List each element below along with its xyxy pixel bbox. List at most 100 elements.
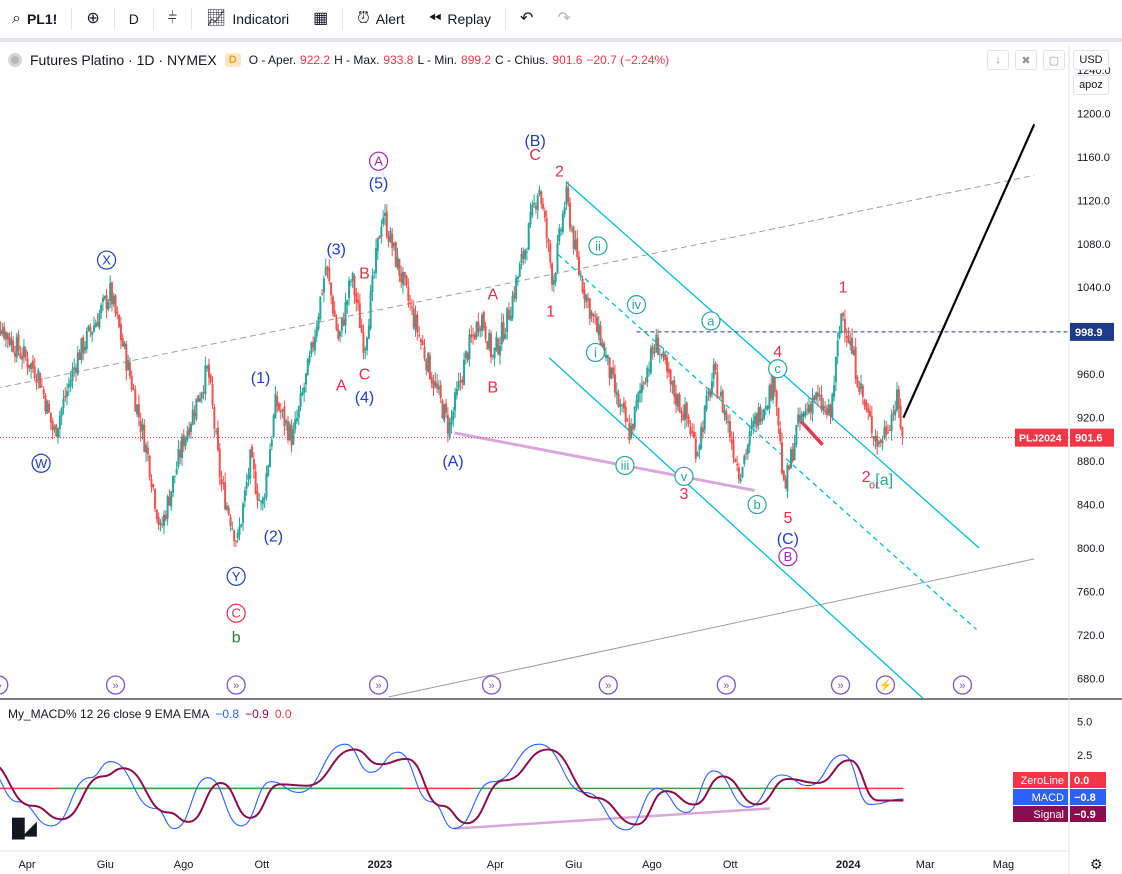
indicators-button[interactable]: 📈︎ Indicatori (194, 0, 301, 38)
candle-body (145, 445, 148, 453)
candle-body (428, 355, 431, 380)
macd-divergence-line (454, 807, 771, 830)
macd-tick-label: 2.5 (1077, 750, 1092, 762)
candle-body (8, 336, 11, 345)
replay-button[interactable]: ⏪︎ Replay (417, 0, 503, 38)
wave-label: Y (232, 569, 241, 584)
candle-body (202, 392, 205, 394)
candle-body (658, 354, 661, 356)
candle-body (163, 514, 166, 526)
candle-body (150, 479, 153, 488)
price-tick-label: 880.0 (1077, 456, 1105, 468)
candle-body (85, 330, 88, 349)
currency-selector[interactable]: USD (1073, 50, 1109, 70)
settings-gear-icon[interactable]: ⚙ (1090, 856, 1103, 872)
candle-body (583, 289, 586, 300)
candle-body (459, 380, 462, 382)
candle-body (373, 272, 376, 274)
candle-body (468, 334, 471, 360)
layouts-button[interactable]: ▦ (301, 0, 340, 38)
candle-body (252, 458, 255, 470)
candle-body (816, 392, 819, 397)
candle-body (698, 445, 701, 451)
last-price-tag-bg (1070, 428, 1114, 447)
candle-body (513, 292, 516, 298)
candle-body (543, 210, 546, 218)
maximize-button[interactable]: ▢ (1043, 50, 1065, 70)
tradingview-logo[interactable]: █◢ (12, 818, 37, 838)
candle-body (779, 428, 782, 441)
candle-body (251, 446, 254, 458)
macd-tag-bg (1013, 789, 1068, 805)
candle-body (860, 383, 863, 389)
candle-body (716, 372, 719, 399)
event-marker-icon: » (112, 680, 118, 692)
candle-body (633, 406, 636, 428)
candle-body (691, 431, 694, 433)
candle-body (19, 353, 22, 358)
candle-body (125, 344, 128, 371)
candle-body (403, 272, 406, 278)
wave-label: C (231, 606, 240, 621)
candle-body (441, 400, 444, 419)
candle-body (436, 383, 439, 389)
candle-body (385, 211, 388, 237)
candle-body (653, 351, 656, 353)
wave-label: 3 (680, 486, 689, 503)
candle-body (619, 404, 622, 407)
candle-body (48, 403, 51, 413)
candle-body (725, 411, 728, 421)
chart-title[interactable]: Futures Platino · 1D · NYMEX (30, 52, 217, 68)
candle-body (391, 233, 394, 249)
candle-body (772, 373, 775, 400)
candle-body (612, 367, 615, 375)
candle-body (401, 271, 404, 285)
chart-type-button[interactable]: ⫩ (156, 0, 189, 38)
symbol-search[interactable]: ⌕ PL1! (0, 0, 69, 38)
candle-body (565, 186, 568, 205)
candle-body (170, 491, 173, 507)
signal-tag-bg (1013, 806, 1068, 822)
event-marker (830, 675, 851, 695)
candle-body (892, 412, 895, 415)
scroll-down-button[interactable]: ↓ (987, 50, 1009, 70)
candle-body (231, 528, 234, 530)
candle-body (258, 499, 261, 501)
candle-body (130, 376, 133, 390)
unit-selector[interactable]: apoz (1073, 75, 1109, 95)
alert-button[interactable]: ⏰︎ Alert (345, 0, 416, 38)
candle-body (396, 256, 399, 269)
candle-body (446, 414, 449, 434)
candle-body (116, 311, 119, 315)
candle-body (578, 256, 581, 275)
collapse-button[interactable]: ✖ (1015, 50, 1037, 70)
event-marker (481, 675, 502, 695)
candle-body (531, 204, 534, 216)
toolbar-divider (191, 8, 193, 30)
candle-body (545, 218, 548, 239)
macd-plot-area (0, 743, 904, 831)
compare-button[interactable]: ⊕ (74, 0, 111, 38)
toolbar-divider (71, 8, 73, 30)
candle-body (718, 397, 721, 399)
candle-body (312, 341, 315, 348)
price-tick-label: 720.0 (1077, 630, 1105, 642)
wave-label: B (784, 549, 793, 564)
candle-body (168, 496, 171, 506)
candle-body (473, 334, 476, 340)
candle-body (770, 384, 773, 399)
event-marker (368, 675, 389, 695)
candle-body (98, 313, 101, 328)
macd-indicator-name[interactable]: My_MACD% 12 26 close 9 EMA EMA (8, 707, 210, 721)
candle-body (146, 447, 149, 455)
candle-body (843, 318, 846, 333)
candle-body (380, 226, 383, 237)
interval-button[interactable]: D (117, 0, 151, 38)
undo-button[interactable]: ↶ (508, 0, 545, 38)
candle-body (200, 392, 203, 399)
candle-body (423, 347, 426, 359)
redo-button[interactable]: ↷ (545, 0, 582, 38)
candle-body (552, 280, 555, 285)
time-tick-label: Ott (254, 859, 269, 871)
